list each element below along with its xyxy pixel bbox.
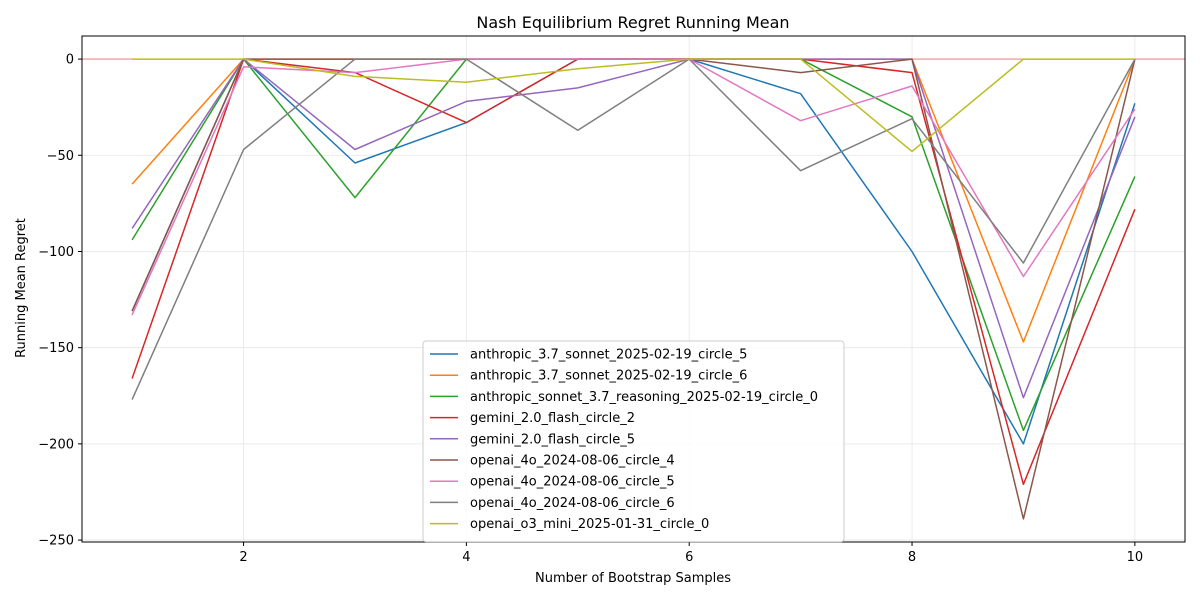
y-tick-label: −100 <box>38 245 74 260</box>
legend-label: anthropic_3.7_sonnet_2025-02-19_circle_6 <box>470 369 747 384</box>
legend-label: anthropic_sonnet_3.7_reasoning_2025-02-1… <box>470 390 818 405</box>
legend-label: openai_4o_2024-08-06_circle_4 <box>470 454 675 469</box>
series-line-openai-4o-2024-08-06-circle-5 <box>131 58 1136 316</box>
legend-label: anthropic_3.7_sonnet_2025-02-19_circle_5 <box>470 348 747 363</box>
series-line-openai-4o-2024-08-06-circle-6 <box>131 58 1136 400</box>
series-layer <box>131 58 1136 520</box>
x-tick-label: 8 <box>908 550 916 565</box>
y-axis-label: Running Mean Regret <box>14 218 29 358</box>
x-tick-label: 4 <box>462 550 470 565</box>
legend-label: gemini_2.0_flash_circle_2 <box>470 411 635 426</box>
x-axis-label: Number of Bootstrap Samples <box>535 571 731 586</box>
legend-label: openai_4o_2024-08-06_circle_5 <box>470 475 675 490</box>
y-tick-label: 0 <box>66 53 74 68</box>
legend-label: openai_4o_2024-08-06_circle_6 <box>470 496 675 511</box>
legend-label: openai_o3_mini_2025-01-31_circle_0 <box>470 517 709 532</box>
series-line-openai-o3-mini-2025-01-31-circle-0 <box>132 58 1135 153</box>
y-tick-label: −200 <box>38 437 74 452</box>
legend: anthropic_3.7_sonnet_2025-02-19_circle_5… <box>422 340 845 543</box>
y-tick-label: −50 <box>47 149 74 164</box>
tick-layer: 2 4 6 8 10 0 −50 −100 −150 −200 −250 <box>38 53 1143 565</box>
x-tick-label: 10 <box>1127 550 1144 565</box>
y-tick-label: −250 <box>38 534 74 549</box>
chart-title: Nash Equilibrium Regret Running Mean <box>476 13 789 32</box>
x-tick-label: 2 <box>239 550 247 565</box>
y-tick-label: −150 <box>38 341 74 356</box>
x-tick-label: 6 <box>685 550 693 565</box>
series-line-anthropic-3-7-sonnet-2025-02-19-circle-6 <box>131 58 1136 343</box>
legend-label: gemini_2.0_flash_circle_5 <box>470 432 635 447</box>
legend-box <box>422 340 845 543</box>
